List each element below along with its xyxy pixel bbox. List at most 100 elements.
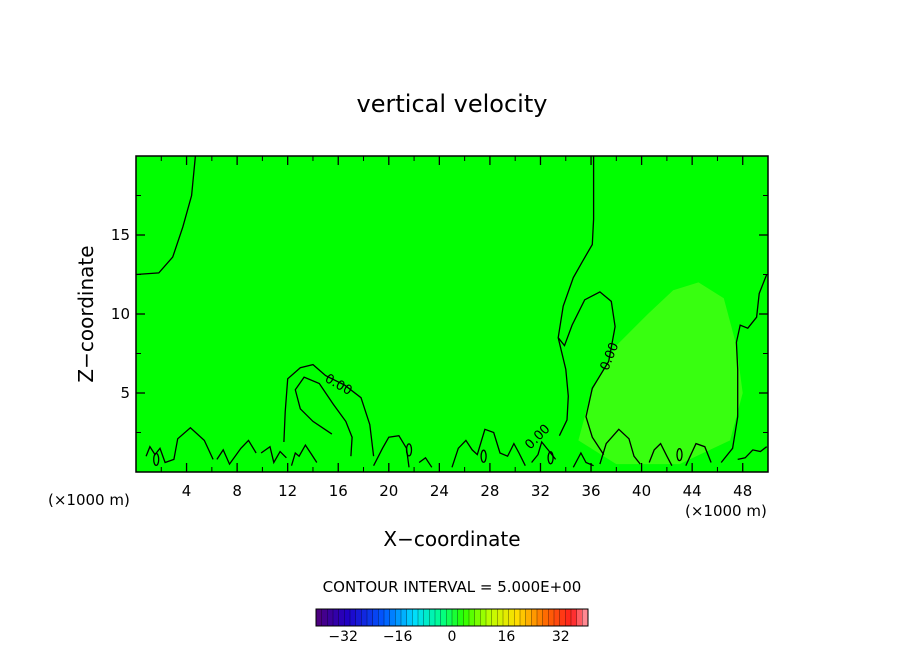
colorbar-tick-label: 32 [552,629,570,645]
colorbar-cell [417,608,425,627]
contour-line [531,440,557,463]
y-tick-label: 10 [111,305,130,323]
colorbar-cell [536,608,544,627]
colorbar-cell [423,608,430,627]
colorbar-cell [491,608,498,627]
contour-line [216,439,257,466]
colorbar-cell [468,608,476,627]
contour-interval-label: CONTOUR INTERVAL = 5.000E+00 [323,578,582,596]
colorbar-cell [355,608,362,627]
colorbar-cell [406,608,413,627]
colorbar-cell [457,608,464,627]
colorbar-cell [378,608,385,627]
contour-line [290,443,318,466]
colorbar-tick-label: −32 [328,629,358,645]
x-unit-left: (×1000 m) [48,491,130,509]
x-axis-label: X−coordinate [383,527,520,551]
colorbar: −32 −16 0 16 32 [315,608,589,645]
colorbar-cell [474,608,481,627]
colorbar-cell [502,608,510,627]
colorbar-cell [480,608,487,627]
colorbar-cell [338,608,345,627]
x-tick-label: 32 [531,482,550,500]
colorbar-cell [429,608,436,627]
colorbar-cell [395,608,402,627]
colorbar-cell [582,608,589,627]
colorbar-cell [321,608,328,627]
x-unit-right: (×1000 m) [685,502,767,520]
contour-line [572,451,594,468]
contour-line [547,451,554,465]
colorbar-cell [559,608,566,627]
colorbar-cell [344,608,351,627]
colorbar-cell [440,608,447,627]
contour-line [599,428,641,465]
colorbar-cell [497,608,504,627]
x-axis: 4 8 12 16 20 24 28 32 36 40 44 48 [160,156,752,500]
colorbar-tick-label: −16 [383,629,413,645]
colorbar-cell [508,608,515,627]
colorbar-cell [327,608,334,627]
x-tick-label: 20 [379,482,398,500]
colorbar-cell [349,608,357,627]
colorbar-cell [514,608,521,627]
colorbar-cell [553,608,561,627]
colorbar-tick-label: 16 [497,629,515,645]
x-tick-label: 24 [430,482,449,500]
contour-line [737,446,768,461]
x-tick-label: 28 [480,482,499,500]
plot-area: 0.000.000.00 [135,155,769,473]
colorbar-cell [548,608,555,627]
contour-line [145,426,214,464]
y-tick-label: 5 [120,384,130,402]
contour-line [451,428,526,468]
x-tick-label: 4 [182,482,192,500]
contour-line [418,456,433,468]
contour-line [648,442,673,467]
y-tick-label: 15 [111,226,130,244]
x-tick-label: 16 [329,482,348,500]
contour-line [136,156,197,276]
y-axis-label: Z−coordinate [74,245,98,382]
colorbar-cell [361,608,368,627]
x-tick-label: 40 [632,482,651,500]
x-tick-label: 48 [733,482,752,500]
contour-line [557,337,569,436]
colorbar-cell [463,608,470,627]
colorbar-cell [485,608,493,627]
colorbar-cell [565,608,572,627]
colorbar-tick-label: 0 [448,629,457,645]
contour-line [720,274,768,463]
x-tick-label: 12 [278,482,297,500]
x-tick-label: 8 [232,482,242,500]
colorbar-cell [315,608,323,627]
x-tick-label: 44 [683,482,702,500]
colorbar-cell [519,608,527,627]
colorbar-cell [332,608,340,627]
colorbar-cell [525,608,532,627]
contour-line [480,449,487,463]
y-axis: 5 10 15 [111,195,768,433]
colorbar-cell [372,608,379,627]
colorbar-cell [383,608,391,627]
contour-line [405,443,413,457]
colorbar-cell [389,608,396,627]
field-background [136,156,768,472]
colorbar-cell [542,608,549,627]
x-tick-label: 36 [581,482,600,500]
colorbar-cell [570,608,578,627]
colorbar-cell [412,608,419,627]
contour-line [676,447,683,462]
contour-line [283,363,375,457]
colorbar-cell [531,608,538,627]
colorbar-cell [434,608,442,627]
colorbar-cell [400,608,408,627]
colorbar-cell [451,608,459,627]
contour-line [685,442,712,466]
contour-line [294,376,353,457]
colorbar-frame [315,608,589,627]
contour-line [153,452,160,467]
colorbar-cell [446,608,453,627]
contour-line [557,156,616,455]
